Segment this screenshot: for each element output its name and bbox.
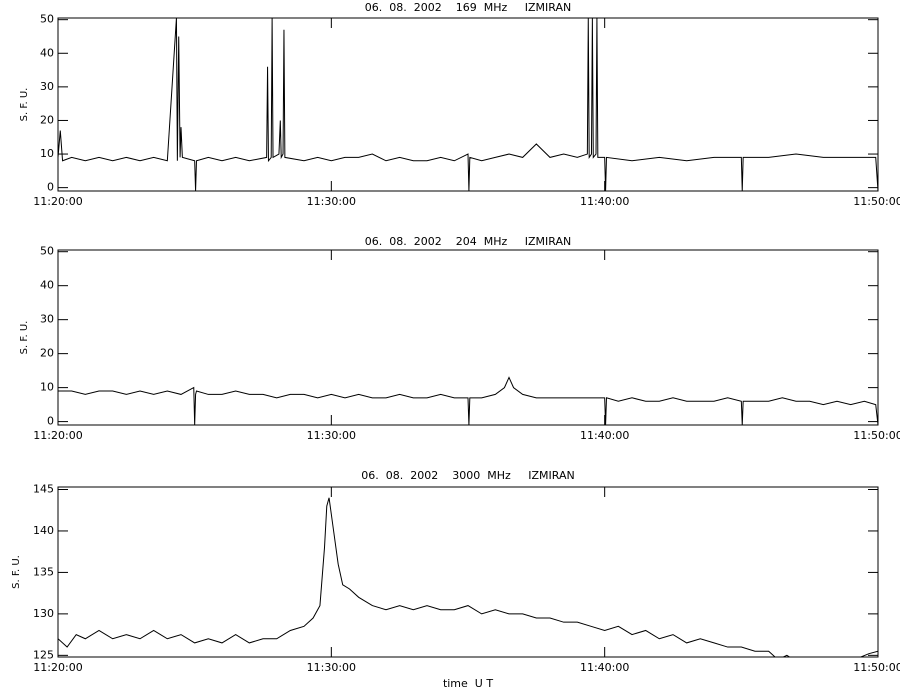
y-tick-label: 40: [40, 279, 54, 292]
y-tick-label: 0: [47, 181, 54, 194]
plot-area: [58, 497, 878, 657]
x-tick-label: 11:30:00: [307, 429, 356, 442]
y-axis-label: S. F. U.: [19, 321, 30, 355]
y-tick-label: 145: [33, 482, 54, 495]
x-axis-label: time U T: [443, 677, 493, 690]
x-tick-label: 11:20:00: [33, 661, 82, 674]
y-tick-label: 20: [40, 347, 54, 360]
y-tick-label: 50: [40, 245, 54, 258]
y-tick-label: 130: [33, 607, 54, 620]
x-tick-label: 11:30:00: [307, 195, 356, 208]
y-tick-label: 10: [40, 381, 54, 394]
plot-area: [58, 376, 878, 425]
y-tick-label: 125: [33, 648, 54, 661]
y-tick-label: 20: [40, 113, 54, 126]
x-tick-label: 11:20:00: [33, 429, 82, 442]
data-line: [58, 497, 878, 657]
chart-title: 06. 08. 2002 3000 MHz IZMIRAN: [361, 469, 574, 482]
y-tick-label: 30: [40, 80, 54, 93]
chart-title: 06. 08. 2002 169 MHz IZMIRAN: [365, 1, 571, 14]
x-tick-label: 11:20:00: [33, 195, 82, 208]
plot-area: [58, 18, 878, 191]
x-tick-label: 11:40:00: [580, 195, 629, 208]
y-tick-label: 40: [40, 46, 54, 59]
plot-frame: [57, 17, 879, 192]
y-tick-label: 140: [33, 524, 54, 537]
x-tick-label: 11:30:00: [307, 661, 356, 674]
y-axis-label: S. F. U.: [19, 88, 30, 122]
y-tick-label: 0: [47, 415, 54, 428]
x-tick-label: 11:50:00: [853, 429, 900, 442]
data-line: [58, 18, 878, 191]
chart-title: 06. 08. 2002 204 MHz IZMIRAN: [365, 235, 571, 248]
x-tick-label: 11:50:00: [853, 195, 900, 208]
y-tick-label: 10: [40, 147, 54, 160]
plot-frame: [57, 249, 879, 426]
x-tick-label: 11:50:00: [853, 661, 900, 674]
y-tick-label: 50: [40, 13, 54, 26]
y-tick-label: 30: [40, 313, 54, 326]
data-line: [58, 376, 878, 425]
y-axis-label: S. F. U.: [11, 555, 22, 589]
y-tick-label: 135: [33, 565, 54, 578]
plot-frame: [57, 486, 879, 658]
x-tick-label: 11:40:00: [580, 661, 629, 674]
x-tick-label: 11:40:00: [580, 429, 629, 442]
